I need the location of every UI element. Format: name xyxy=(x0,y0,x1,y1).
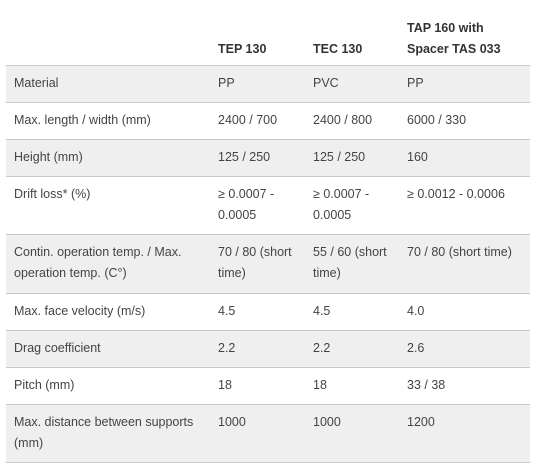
table-cell: 2.2 xyxy=(210,330,305,368)
table-cell: 70 / 80 (short time) xyxy=(210,234,305,294)
table-row: Pitch (mm) 18 18 33 / 38 xyxy=(6,367,530,405)
table-row: Material PP PVC PP xyxy=(6,65,530,103)
table-cell: ≥ 0.0007 - 0.0005 xyxy=(210,176,305,235)
row-label: Pitch (mm) xyxy=(6,367,210,405)
spec-table: TEP 130 TEC 130 TAP 160 with Spacer TAS … xyxy=(6,6,530,463)
row-label: Material xyxy=(6,65,210,103)
table-cell: 33 / 38 xyxy=(399,367,530,405)
table-cell: PVC xyxy=(305,65,399,103)
table-row: Max. face velocity (m/s) 4.5 4.5 4.0 xyxy=(6,293,530,331)
table-cell: ≥ 0.0012 - 0.0006 xyxy=(399,176,530,235)
header-row: TEP 130 TEC 130 TAP 160 with Spacer TAS … xyxy=(6,6,530,66)
table-cell: ≥ 0.0007 - 0.0005 xyxy=(305,176,399,235)
table-row: Drift loss* (%) ≥ 0.0007 - 0.0005 ≥ 0.00… xyxy=(6,176,530,235)
table-body: Material PP PVC PP Max. length / width (… xyxy=(6,65,530,463)
table-row: Max. length / width (mm) 2400 / 700 2400… xyxy=(6,102,530,140)
table-cell: 1200 xyxy=(399,404,530,463)
table-row: Height (mm) 125 / 250 125 / 250 160 xyxy=(6,139,530,177)
header-cell-tap-160: TAP 160 with Spacer TAS 033 xyxy=(399,6,530,66)
row-label: Contin. operation temp. / Max. operation… xyxy=(6,234,210,294)
table-cell: PP xyxy=(210,65,305,103)
table-cell: 2.2 xyxy=(305,330,399,368)
row-label: Height (mm) xyxy=(6,139,210,177)
table-cell: 70 / 80 (short time) xyxy=(399,234,530,294)
table-cell: 2400 / 700 xyxy=(210,102,305,140)
table-cell: 55 / 60 (short time) xyxy=(305,234,399,294)
row-label: Drag coefficient xyxy=(6,330,210,368)
header-cell-tec-130: TEC 130 xyxy=(305,6,399,66)
table-row: Max. distance between supports (mm) 1000… xyxy=(6,404,530,463)
table-cell: 4.5 xyxy=(210,293,305,331)
table-cell: 160 xyxy=(399,139,530,177)
table-cell: 4.5 xyxy=(305,293,399,331)
table-cell: 1000 xyxy=(305,404,399,463)
table-row: Contin. operation temp. / Max. operation… xyxy=(6,234,530,294)
row-label: Max. distance between supports (mm) xyxy=(6,404,210,463)
table-header: TEP 130 TEC 130 TAP 160 with Spacer TAS … xyxy=(6,6,530,66)
table-cell: 1000 xyxy=(210,404,305,463)
table-cell: 125 / 250 xyxy=(305,139,399,177)
table-row: Drag coefficient 2.2 2.2 2.6 xyxy=(6,330,530,368)
table-cell: 2400 / 800 xyxy=(305,102,399,140)
table-cell: PP xyxy=(399,65,530,103)
table-cell: 2.6 xyxy=(399,330,530,368)
table-cell: 6000 / 330 xyxy=(399,102,530,140)
row-label: Max. length / width (mm) xyxy=(6,102,210,140)
table-cell: 4.0 xyxy=(399,293,530,331)
table-cell: 18 xyxy=(305,367,399,405)
table-cell: 125 / 250 xyxy=(210,139,305,177)
row-label: Max. face velocity (m/s) xyxy=(6,293,210,331)
row-label: Drift loss* (%) xyxy=(6,176,210,235)
header-cell-tep-130: TEP 130 xyxy=(210,6,305,66)
header-cell-property xyxy=(6,6,210,66)
table-cell: 18 xyxy=(210,367,305,405)
